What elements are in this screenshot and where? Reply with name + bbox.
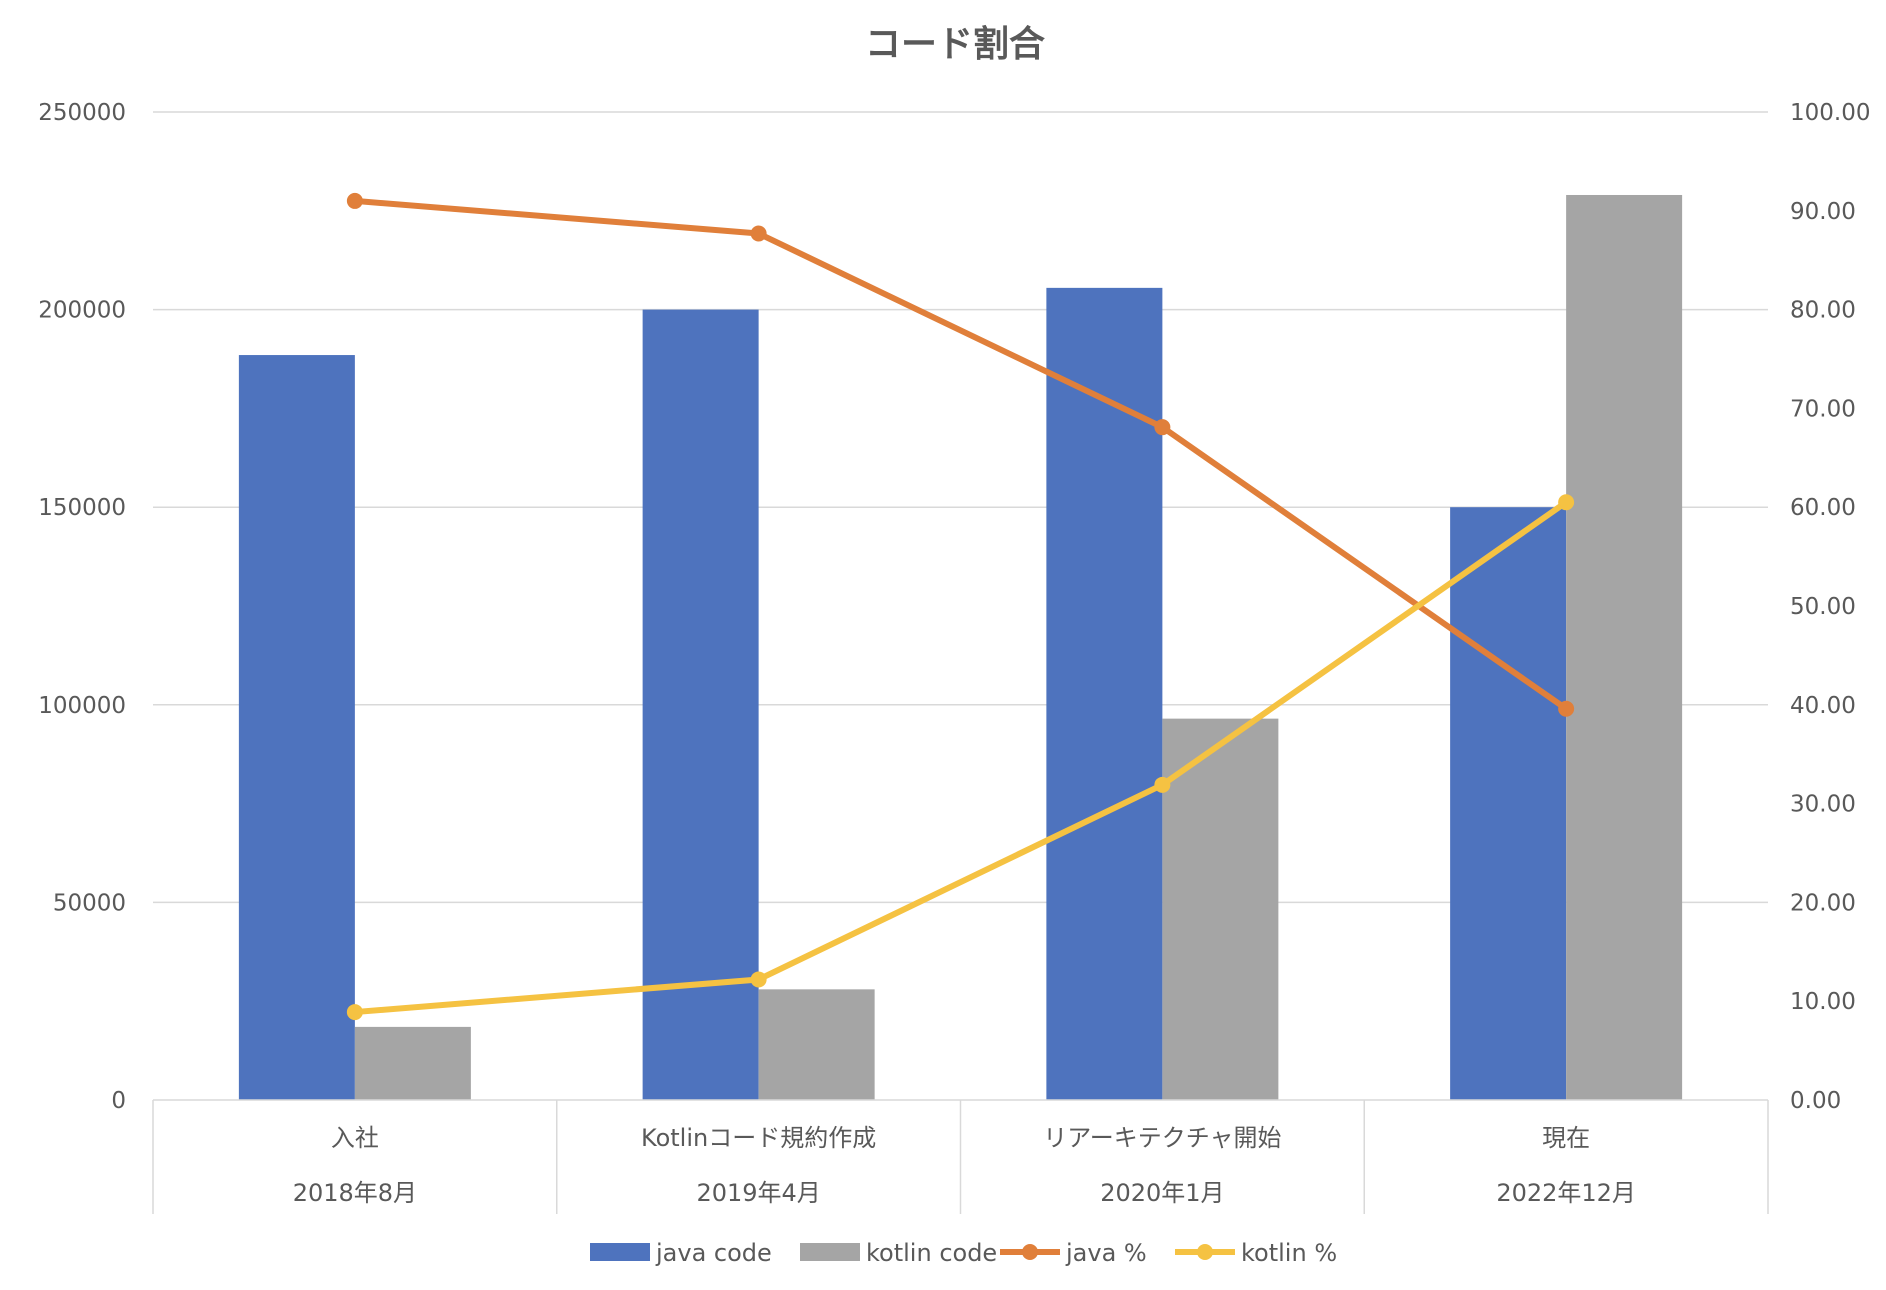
bar-kotlin-code bbox=[1566, 194, 1683, 1100]
y-left-tick-label: 0 bbox=[111, 1088, 126, 1114]
y-right-tick-label: 70.00 bbox=[1790, 396, 1856, 422]
legend-swatch-bar bbox=[590, 1243, 650, 1261]
legend-swatch-marker bbox=[1022, 1244, 1038, 1260]
point-java- bbox=[1558, 700, 1575, 717]
point-java- bbox=[1154, 419, 1171, 436]
x-category-sublabel: 2019年4月 bbox=[696, 1179, 820, 1207]
line-java- bbox=[351, 197, 1570, 712]
point-kotlin- bbox=[346, 1004, 363, 1021]
y-right-tick-label: 90.00 bbox=[1790, 199, 1856, 225]
y-right-tick-label: 30.00 bbox=[1790, 792, 1856, 818]
x-category-label: Kotlinコード規約作成 bbox=[641, 1124, 876, 1152]
y-left-tick-label: 250000 bbox=[38, 100, 126, 126]
y-left-tick-label: 200000 bbox=[38, 298, 126, 324]
y-right-tick-label: 50.00 bbox=[1790, 594, 1856, 620]
x-category-sublabel: 2020年1月 bbox=[1100, 1179, 1224, 1207]
line-kotlin- bbox=[351, 499, 1570, 1016]
x-category-label: リアーキテクチャ開始 bbox=[1043, 1124, 1281, 1152]
bar-kotlin-code bbox=[1162, 718, 1279, 1100]
legend-label: kotlin code bbox=[866, 1239, 997, 1267]
legend-swatch-bar bbox=[800, 1243, 860, 1261]
bar-kotlin-code bbox=[758, 989, 875, 1100]
point-kotlin- bbox=[750, 971, 767, 988]
x-category-sublabel: 2022年12月 bbox=[1496, 1179, 1636, 1207]
y-right-tick-label: 40.00 bbox=[1790, 693, 1856, 719]
x-category-label: 入社 bbox=[331, 1124, 379, 1152]
y-right-tick-label: 20.00 bbox=[1790, 890, 1856, 916]
bar-java-code bbox=[238, 355, 355, 1101]
legend-label: java % bbox=[1065, 1239, 1147, 1267]
y-right-tick-label: 10.00 bbox=[1790, 989, 1856, 1015]
x-category-label: 現在 bbox=[1542, 1124, 1590, 1152]
y-left-tick-label: 50000 bbox=[53, 890, 126, 916]
legend-label: kotlin % bbox=[1241, 1239, 1337, 1267]
bar-java-code bbox=[642, 309, 759, 1101]
bar-java-code bbox=[1046, 287, 1163, 1100]
bar-kotlin-code bbox=[354, 1026, 471, 1100]
y-left-tick-label: 150000 bbox=[38, 495, 126, 521]
y-left-tick-label: 100000 bbox=[38, 693, 126, 719]
legend-label: java code bbox=[655, 1239, 772, 1267]
y-right-tick-label: 60.00 bbox=[1790, 495, 1856, 521]
x-category-sublabel: 2018年8月 bbox=[293, 1179, 417, 1207]
bar-java-code bbox=[1450, 507, 1567, 1100]
y-right-tick-label: 100.00 bbox=[1790, 100, 1870, 126]
point-kotlin- bbox=[1558, 494, 1575, 511]
legend-swatch-marker bbox=[1197, 1244, 1213, 1260]
y-right-tick-label: 80.00 bbox=[1790, 298, 1856, 324]
point-kotlin- bbox=[1154, 776, 1171, 793]
chart-title: コード割合 bbox=[865, 24, 1045, 65]
point-java- bbox=[750, 225, 767, 242]
point-java- bbox=[346, 192, 363, 209]
y-right-tick-label: 0.00 bbox=[1790, 1088, 1841, 1114]
